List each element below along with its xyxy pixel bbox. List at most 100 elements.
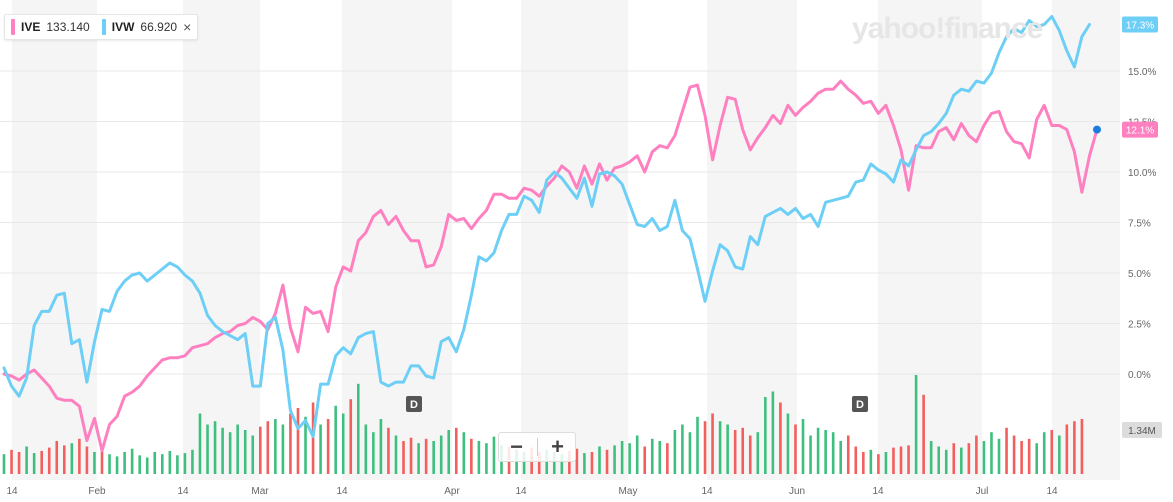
volume-bar [138,455,141,474]
volume-bar [1005,427,1008,474]
volume-bar [937,446,941,474]
volume-bar [613,445,616,474]
volume-bar [432,441,435,474]
volume-bar [160,454,164,474]
volume-bar [598,446,601,474]
legend-item-ive[interactable]: IVE 133.140 [5,15,96,39]
volume-bar [409,437,413,474]
volume-bar [681,424,684,474]
volume-bar [274,419,277,474]
volume-bar [997,438,1001,474]
volume-bar [975,435,978,474]
volume-label-tag [1122,422,1162,438]
volume-bar [967,443,971,474]
volume-bar [243,430,247,474]
background-band [878,0,982,480]
volume-bar [552,452,556,474]
zoom-controls: − + [498,432,576,462]
volume-bar [32,453,36,474]
volume-bar [583,453,586,474]
volume-bar [960,447,963,474]
volume-bar [379,419,383,474]
volume-bar [884,452,888,474]
x-tick-label: 14 [701,486,713,497]
volume-bar [168,450,172,474]
remove-comparison-close-icon[interactable]: × [183,19,192,35]
volume-bar [643,446,647,474]
volume-bar [447,430,451,474]
volume-bar [470,438,473,474]
volume-bar [1042,432,1046,474]
volume-bar [620,441,624,474]
volume-bar [537,452,541,474]
volume-bar [944,449,948,474]
volume-bar [568,450,571,474]
volume-bar [771,391,775,474]
legend-item-ivw[interactable]: IVW 66.920 × [96,15,198,39]
ivw-value: 66.920 [140,20,178,34]
volume-bar [982,441,986,474]
volume-bar [462,432,466,474]
volume-bar [326,419,330,474]
volume-bar [892,447,895,474]
volume-bar [575,448,579,474]
dividend-marker [406,396,422,412]
volume-bar [1050,430,1054,474]
volume-bar [846,435,850,474]
series-line-ivw [2,15,1091,439]
volume-bar [914,375,918,474]
volume-bar [733,430,737,474]
volume-bar [236,424,239,474]
volume-bar [153,452,157,474]
volume-bar [741,427,745,474]
volume-bar [145,457,149,474]
volume-bar [304,416,307,474]
last-value-tag-ivw [1122,16,1158,33]
yahoo-finance-logo: yahoo!finance [852,12,1043,45]
zoom-separator [536,438,538,456]
zoom-out-button[interactable]: − [510,434,523,459]
x-tick-label: Apr [444,486,460,497]
volume-bar [1065,424,1069,474]
last-value-label-ivw: 17.3% [1126,21,1154,32]
volume-bar [78,438,81,474]
volume-bar [55,441,59,474]
volume-bar [108,454,111,474]
volume-bar [809,435,812,474]
volume-bar [372,432,375,474]
volume-bar [779,402,782,474]
volume-bar [47,447,51,474]
volume-bar [25,446,28,474]
x-tick-label: 14 [177,486,189,497]
volume-bar [213,421,217,474]
zoom-in-button[interactable]: + [551,434,564,459]
volume-bar [635,435,639,474]
volume-bar [2,454,6,474]
x-tick-label: Mar [251,486,269,497]
x-tick-label: Jun [789,486,805,497]
volume-bar [703,421,707,474]
volume-bar [952,443,956,474]
background-band [1052,0,1120,480]
ivw-swatch [101,19,106,35]
volume-bar [628,443,631,474]
volume-bar [183,453,187,474]
volume-bar [311,402,315,474]
ive-swatch [11,19,15,35]
volume-bar [839,441,843,474]
last-point-dot [1093,125,1101,134]
last-value-tag-ive [1122,121,1158,138]
volume-bar [854,446,858,474]
volume-bar [417,443,420,474]
volume-bar [907,445,910,474]
volume-bar [1012,435,1016,474]
x-tick-label: 14 [515,486,527,497]
volume-bar [1080,419,1084,474]
volume-bar [816,427,820,474]
volume-bar [296,408,300,474]
y-tick-label: 15.0% [1128,67,1156,78]
x-tick-label: Feb [88,486,106,497]
volume-bar [929,441,933,474]
volume-bar [756,432,760,474]
volume-bar [334,405,337,474]
